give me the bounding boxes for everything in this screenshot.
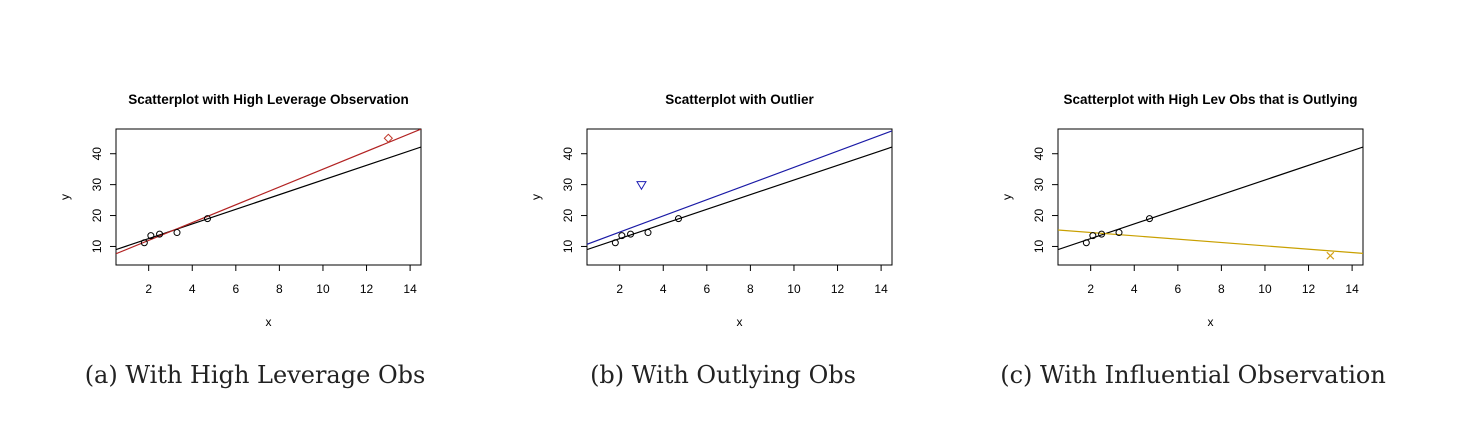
x-tick-label: 14 [1345,282,1359,296]
plot-frame [586,128,893,266]
y-tick-label: 10 [90,239,104,253]
plot-frame [1057,128,1364,266]
data-point [675,215,682,223]
x-tick-label: 10 [1258,282,1272,296]
caption-a: (a) With High Leverage Obs [84,361,426,389]
panel-high-leverage: Scatterplot with High Leverage Observati… [58,92,422,329]
y-tick-label: 10 [561,239,575,253]
data-point [147,232,155,240]
y-axis-label: y [529,194,543,200]
x-tick-label: 14 [403,282,417,296]
chart-title: Scatterplot with Outlier [665,92,814,107]
y-tick-label: 20 [90,209,104,223]
data-point [1098,230,1106,238]
x-tick-label: 10 [787,282,801,296]
x-axis-label: x [737,315,743,329]
x-tick-label: 8 [747,282,754,296]
data-point [618,232,626,240]
data-point [173,229,181,237]
y-tick-label: 30 [561,178,575,192]
y-tick-label: 20 [561,209,575,223]
x-tick-label: 12 [1302,282,1316,296]
x-tick-label: 2 [616,282,623,296]
x-tick-label: 2 [1087,282,1094,296]
chart-title: Scatterplot with High Lev Obs that is Ou… [1063,92,1357,107]
x-tick-label: 4 [660,282,667,296]
data-point [1089,232,1097,240]
data-point [627,230,635,238]
y-tick-label: 30 [1032,178,1046,192]
data-point [1115,229,1123,237]
x-tick-label: 14 [874,282,888,296]
panel-influential: Scatterplot with High Lev Obs that is Ou… [1000,92,1364,329]
regression-line [587,130,892,245]
panel-outlier: Scatterplot with Outlier 2 4 6 8 10 12 14 10 20 30… [529,92,893,329]
data-point-influential [1326,251,1335,260]
data-point [611,239,619,247]
data-point [644,229,652,237]
x-tick-label: 12 [831,282,845,296]
regression-line [587,146,892,251]
x-tick-label: 8 [1218,282,1225,296]
x-tick-label: 12 [360,282,374,296]
y-tick-label: 30 [90,178,104,192]
x-tick-label: 6 [1174,282,1181,296]
data-point-outlier [636,181,647,191]
y-tick-label: 40 [90,147,104,161]
regression-line [1058,146,1363,251]
caption-c: (c) With Influential Observation [1000,361,1386,389]
chart-title: Scatterplot with High Leverage Observati… [128,92,409,107]
regression-line [116,129,421,255]
x-tick-label: 6 [232,282,239,296]
plot-frame [115,128,422,266]
x-tick-label: 4 [1131,282,1138,296]
x-tick-label: 6 [703,282,710,296]
y-tick-label: 40 [561,147,575,161]
data-point [204,215,211,223]
caption-b: (b) With Outlying Obs [590,361,856,389]
y-axis-label: y [58,194,72,200]
y-tick-label: 10 [1032,239,1046,253]
x-tick-label: 2 [145,282,152,296]
regression-line [116,146,421,251]
data-point [1146,215,1153,223]
regression-line [1058,229,1363,254]
data-point [156,230,164,238]
x-tick-label: 8 [276,282,283,296]
data-point [1082,239,1090,247]
data-point-high-leverage [383,133,394,143]
y-tick-label: 20 [1032,209,1046,223]
x-tick-label: 4 [189,282,196,296]
y-axis-label: y [1000,194,1014,200]
x-axis-label: x [1208,315,1214,329]
x-tick-label: 10 [316,282,330,296]
data-point [140,239,148,247]
y-tick-label: 40 [1032,147,1046,161]
x-axis-label: x [266,315,272,329]
